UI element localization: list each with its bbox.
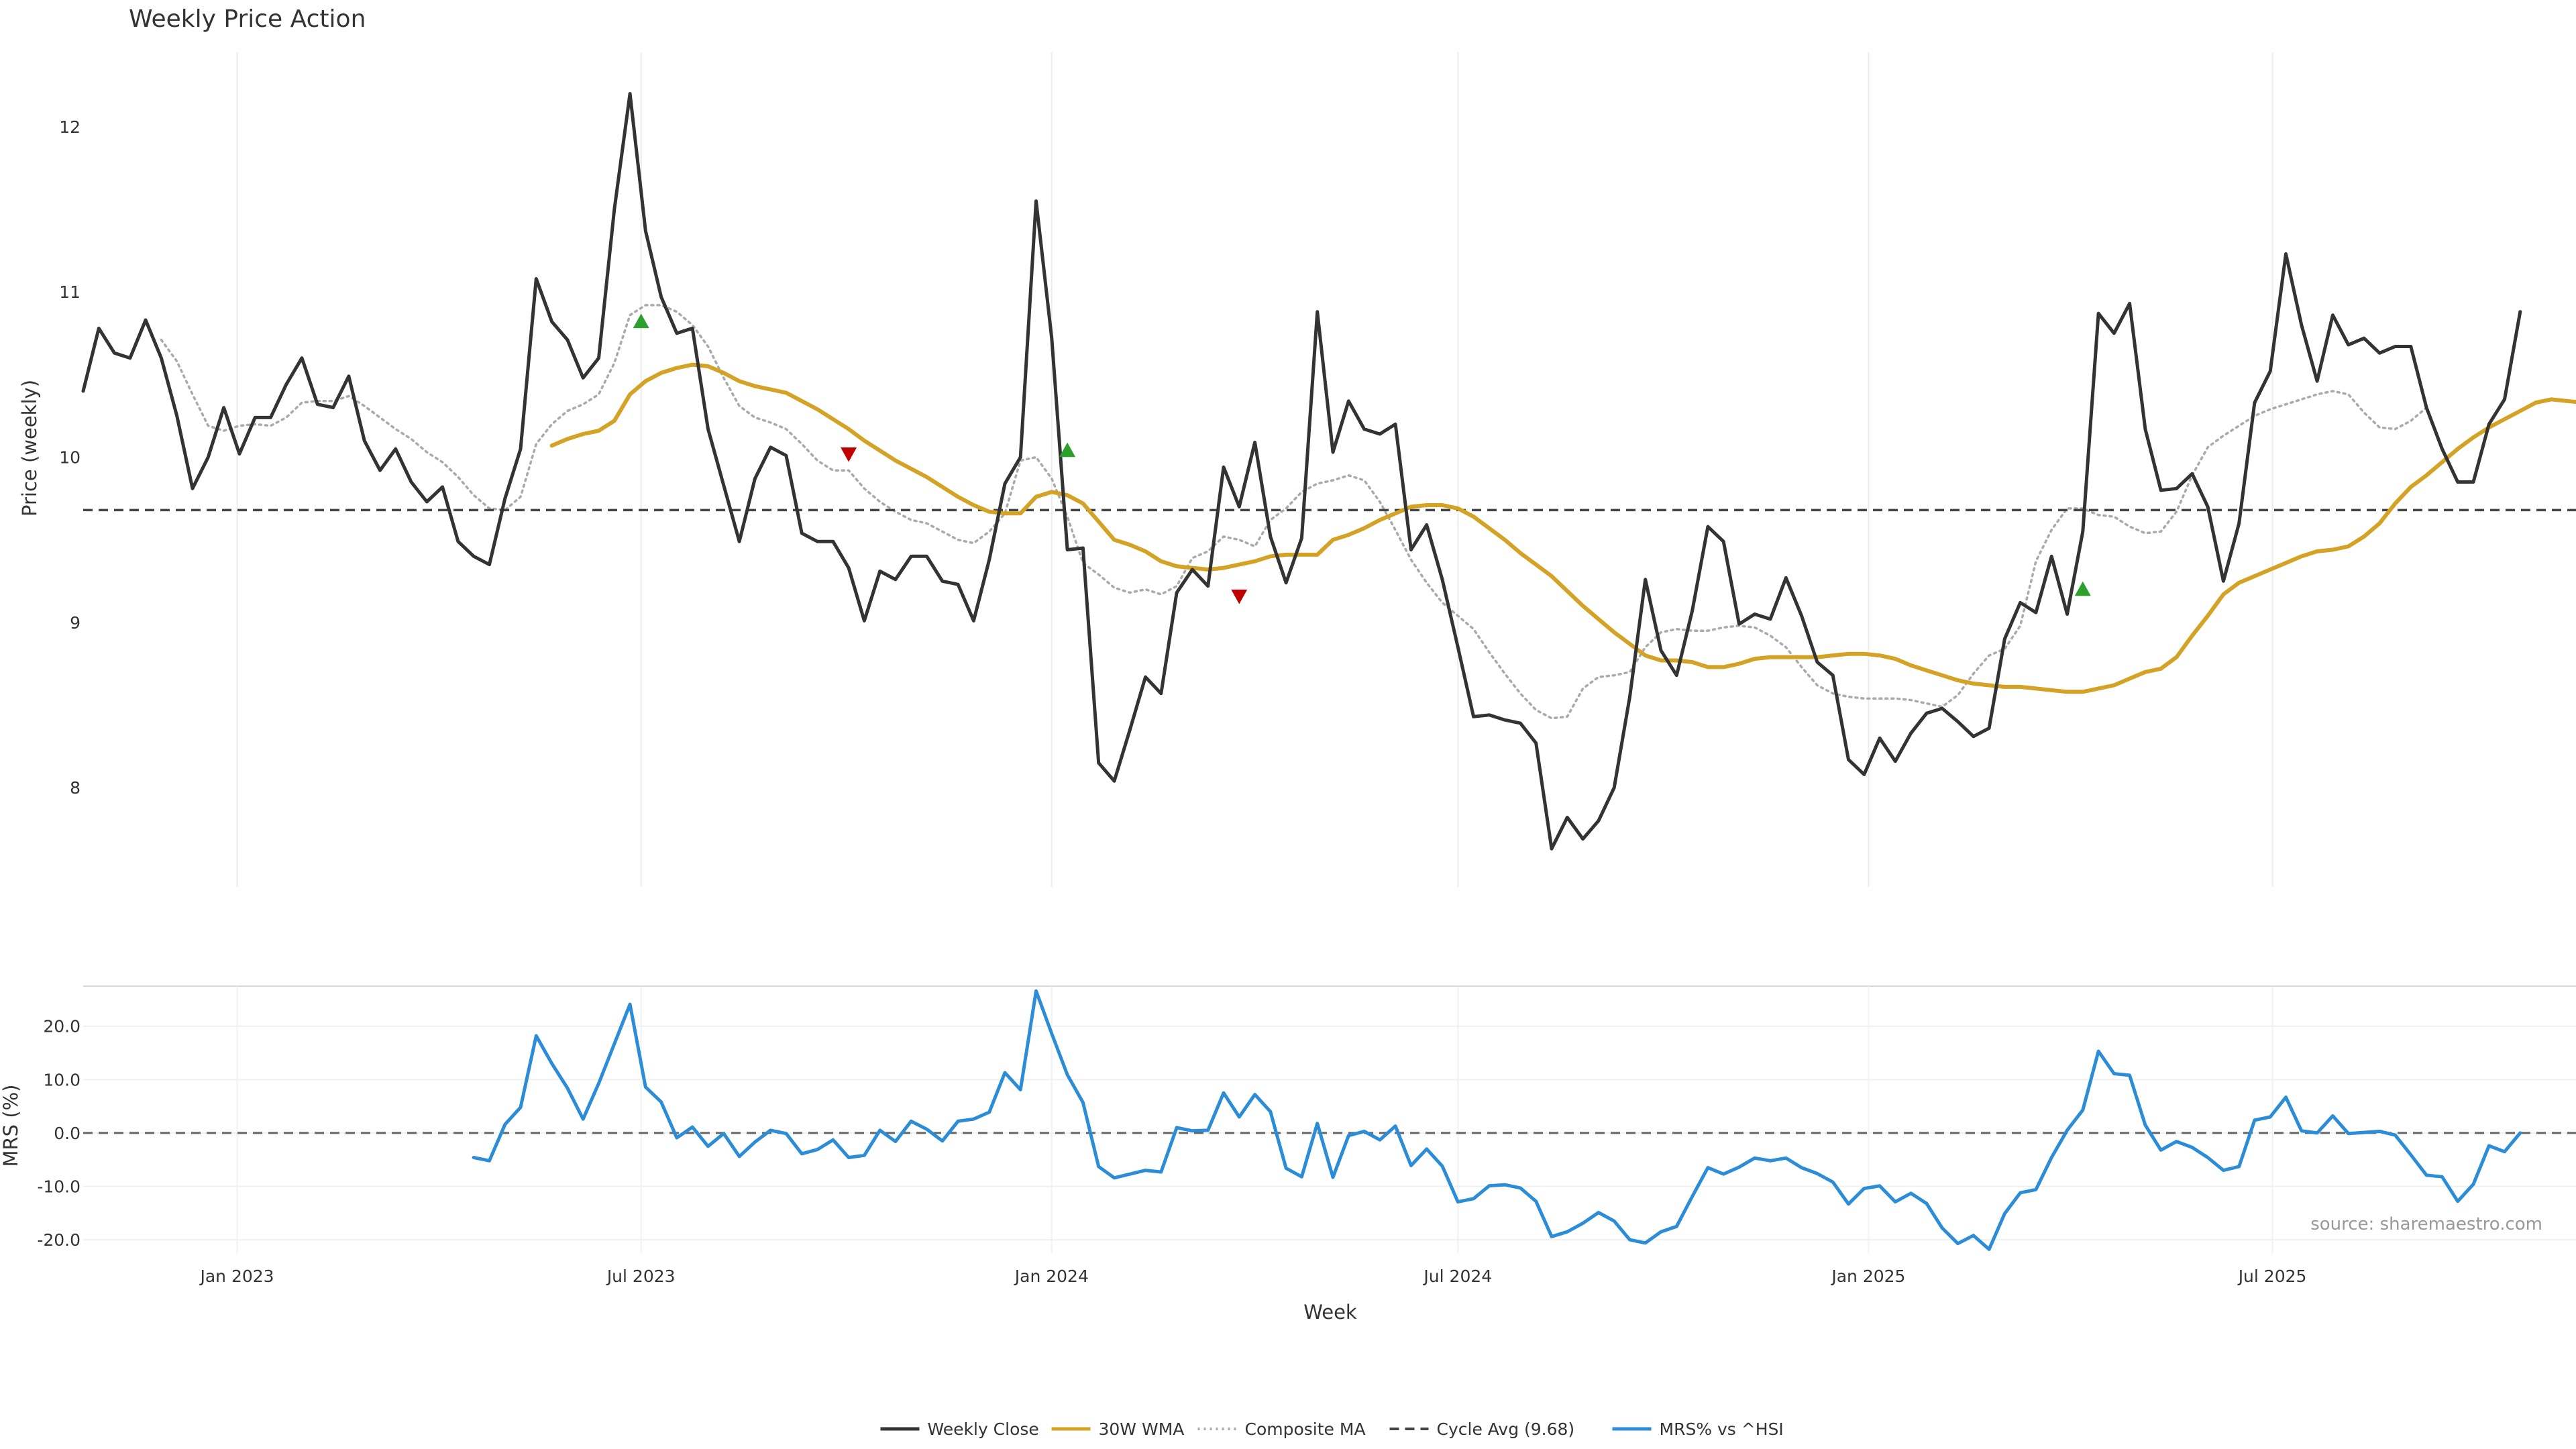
weekly-close-line	[81, 92, 2522, 851]
x-tick-label: Jul 2023	[606, 1267, 676, 1286]
price-y-axis-label: Price (weekly)	[18, 380, 41, 517]
mrs-y-tick-label: -10.0	[37, 1177, 80, 1197]
signal-markers	[633, 313, 2091, 604]
legend-label: 30W WMA	[1099, 1419, 1185, 1439]
x-axis-ticks: Jan 2023 Jul 2023 Jan 2024 Jul 2024 Jan 2025…	[199, 1267, 2306, 1286]
legend-label: Composite MA	[1245, 1419, 1366, 1439]
price-panel: 8 9 10 11 12 Price (weekly)	[18, 52, 2576, 887]
legend: Weekly Close 30W WMA Composite MA Cycle Avg…	[880, 1419, 1784, 1439]
legend-item-mrs-vs-hsi: MRS% vs ^HSI	[1612, 1419, 1784, 1439]
chart-title: Weekly Price Action	[129, 5, 366, 33]
x-tick-label: Jan 2024	[1014, 1267, 1089, 1286]
mrs-vs-hsi-line	[472, 989, 2522, 1251]
buy-signal-marker	[2074, 581, 2091, 596]
mrs-panel: 20.0 10.0 0.0 -10.0 -20.0 MRS (%) source: sh…	[0, 985, 2576, 1253]
legend-label: Cycle Avg (9.68)	[1437, 1419, 1575, 1439]
x-tick-label: Jan 2025	[1830, 1267, 1905, 1286]
price-y-tick-label: 9	[70, 613, 80, 633]
price-series	[81, 92, 2576, 851]
legend-item-composite-ma: Composite MA	[1197, 1419, 1366, 1439]
30w-wma-line	[549, 362, 2576, 694]
legend-item-cycle-avg-9-68: Cycle Avg (9.68)	[1389, 1419, 1575, 1439]
price-y-ticks: 8 9 10 11 12	[59, 117, 80, 798]
legend-label: MRS% vs ^HSI	[1660, 1419, 1784, 1439]
mrs-y-tick-label: 20.0	[43, 1017, 80, 1036]
mrs-y-tick-label: -20.0	[37, 1230, 80, 1250]
legend-item-30w-wma: 30W WMA	[1051, 1419, 1185, 1439]
price-gridlines	[236, 52, 2273, 887]
x-tick-label: Jul 2025	[2237, 1267, 2307, 1286]
sell-signal-marker	[1231, 589, 1248, 604]
buy-signal-marker	[1059, 442, 1076, 458]
x-axis-label: Week	[1303, 1301, 1357, 1324]
mrs-series	[83, 989, 2576, 1251]
mrs-y-tick-label: 10.0	[43, 1070, 80, 1089]
x-tick-label: Jul 2024	[1422, 1267, 1492, 1286]
source-label: source: sharemaestro.com	[2310, 1214, 2542, 1234]
price-y-tick-label: 12	[59, 117, 80, 137]
legend-label: Weekly Close	[928, 1419, 1039, 1439]
x-tick-label: Jan 2023	[199, 1267, 274, 1286]
price-y-tick-label: 8	[70, 778, 80, 798]
price-y-tick-label: 10	[59, 448, 80, 468]
legend-item-weekly-close: Weekly Close	[880, 1419, 1039, 1439]
price-y-tick-label: 11	[59, 282, 80, 302]
mrs-gridlines	[83, 986, 2576, 1253]
mrs-y-tick-label: 0.0	[54, 1124, 80, 1143]
sell-signal-marker	[841, 447, 857, 462]
mrs-y-axis-label: MRS (%)	[0, 1085, 22, 1167]
composite-ma-line	[160, 304, 2428, 720]
mrs-y-ticks: 20.0 10.0 0.0 -10.0 -20.0	[37, 1017, 80, 1250]
buy-signal-marker	[633, 313, 649, 329]
